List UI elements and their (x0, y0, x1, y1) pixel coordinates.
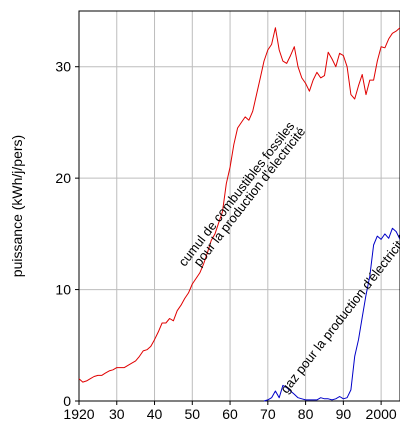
x-tick-label: 40 (147, 406, 163, 422)
x-tick-label: 70 (260, 406, 276, 422)
y-tick-label: 20 (55, 170, 71, 186)
x-axis: 1920 30 40 50 60 70 80 90 2000 (63, 401, 397, 422)
x-tick-label: 30 (109, 406, 125, 422)
x-tick-label: 90 (336, 406, 352, 422)
series-layer (78, 27, 400, 402)
y-tick-label: 30 (55, 59, 71, 75)
annotation-1: pour la production d'électricité (190, 124, 308, 269)
y-axis: 0 10 20 30 (55, 59, 79, 409)
x-tick-label: 2000 (366, 406, 397, 422)
series-line-0 (78, 27, 400, 383)
series-line-1 (263, 227, 400, 402)
x-tick-label: 60 (222, 406, 238, 422)
grid (79, 11, 400, 401)
plot-frame (78, 10, 400, 402)
y-axis-label: puissance (kWh/j/pers) (9, 135, 25, 277)
y-tick-label: 0 (63, 393, 71, 409)
x-tick-label: 80 (298, 406, 314, 422)
y-tick-label: 10 (55, 282, 71, 298)
annotation-0: cumul de combustibles fossiles (175, 118, 297, 269)
x-tick-label: 50 (185, 406, 201, 422)
x-tick-label: 1920 (63, 406, 94, 422)
